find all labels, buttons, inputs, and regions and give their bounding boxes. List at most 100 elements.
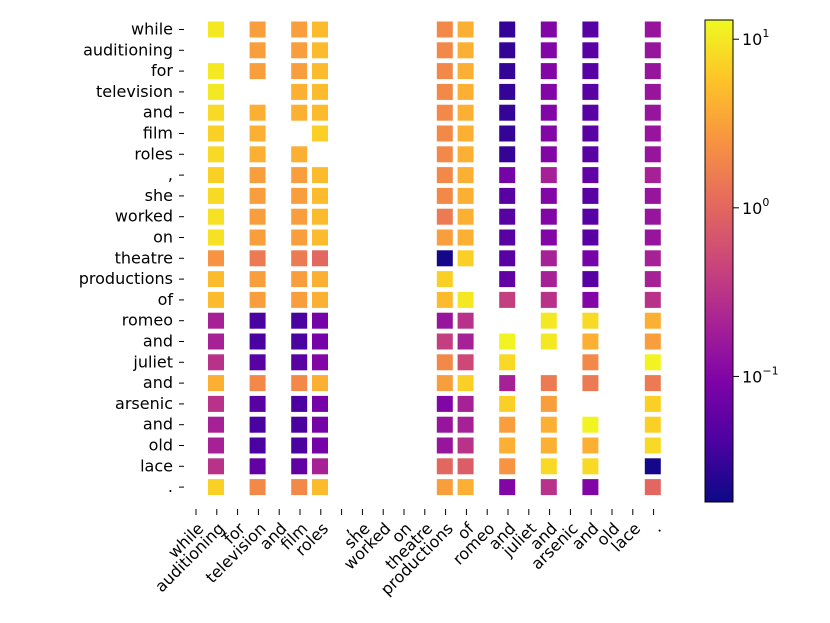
heatmap-cell <box>644 125 661 142</box>
heatmap-cell <box>436 83 453 100</box>
heatmap-cell <box>249 479 266 496</box>
heatmap-cell <box>208 437 224 454</box>
heatmap-cell <box>312 63 328 80</box>
y-tick-label: she <box>145 186 173 205</box>
heatmap-cell <box>644 437 661 454</box>
heatmap-cell <box>436 333 453 350</box>
heatmap-cell <box>499 63 516 80</box>
y-tick-label: and <box>143 103 173 122</box>
heatmap-cell <box>644 146 661 163</box>
heatmap-cell <box>644 479 661 496</box>
heatmap-cell <box>644 291 661 308</box>
heatmap-cell <box>249 458 266 475</box>
heatmap-cell <box>644 395 661 412</box>
heatmap-cell <box>457 229 474 246</box>
heatmap-cell <box>291 375 308 392</box>
heatmap-cell <box>291 208 308 225</box>
heatmap-cell <box>457 104 474 121</box>
heatmap-cell <box>540 21 557 38</box>
heatmap-cell <box>457 125 474 142</box>
y-tick-label: of <box>158 290 174 309</box>
heatmap-cell <box>312 395 328 412</box>
y-tick-label: theatre <box>115 248 173 267</box>
heatmap-cell <box>208 83 224 100</box>
heatmap-cell <box>436 312 453 329</box>
heatmap-cell <box>644 271 661 288</box>
heatmap-cell <box>208 167 224 184</box>
heatmap-cell <box>499 187 516 204</box>
heatmap-cell <box>499 21 516 38</box>
y-tick-label: auditioning <box>83 40 173 59</box>
heatmap-cell <box>436 125 453 142</box>
y-tick-label: and <box>143 332 173 351</box>
heatmap-cell <box>457 208 474 225</box>
heatmap-cell <box>457 167 474 184</box>
heatmap-cell <box>291 312 308 329</box>
heatmap-cell <box>436 42 453 59</box>
heatmap-cell <box>208 21 224 38</box>
heatmap-cell <box>249 312 266 329</box>
heatmap-cell <box>582 479 599 496</box>
heatmap-cell <box>208 250 224 267</box>
y-tick-label: . <box>168 477 173 496</box>
heatmap-cell <box>208 104 224 121</box>
heatmap-cell <box>312 437 328 454</box>
heatmap-cell <box>291 146 308 163</box>
heatmap-cell <box>249 416 266 433</box>
heatmap-cell <box>249 375 266 392</box>
heatmap-cell <box>499 83 516 100</box>
heatmap-cell <box>249 42 266 59</box>
y-tick-label: romeo <box>122 311 173 330</box>
heatmap-cell <box>291 354 308 371</box>
heatmap-cell <box>436 458 453 475</box>
heatmap-cell <box>457 63 474 80</box>
heatmap-cell <box>540 291 557 308</box>
heatmap-cell <box>582 229 599 246</box>
heatmap-cell <box>208 187 224 204</box>
heatmap-cell <box>436 437 453 454</box>
heatmap-cell <box>457 437 474 454</box>
heatmap-cell <box>499 479 516 496</box>
heatmap-cell <box>249 21 266 38</box>
heatmap-cell <box>312 354 328 371</box>
y-tick-label: and <box>143 373 173 392</box>
heatmap-cell <box>436 63 453 80</box>
heatmap-cell <box>208 375 224 392</box>
heatmap-cell <box>208 312 224 329</box>
heatmap-cell <box>499 125 516 142</box>
heatmap-cell <box>644 250 661 267</box>
heatmap-cell <box>291 416 308 433</box>
y-tick-label: television <box>96 82 173 101</box>
heatmap-cell <box>291 167 308 184</box>
heatmap-cell <box>312 333 328 350</box>
heatmap-cell <box>499 437 516 454</box>
heatmap-cell <box>249 187 266 204</box>
heatmap-cell <box>644 83 661 100</box>
heatmap-cell <box>582 146 599 163</box>
heatmap-cell <box>208 291 224 308</box>
heatmap-cell <box>436 250 453 267</box>
heatmap-cell <box>291 458 308 475</box>
heatmap-cell <box>540 375 557 392</box>
heatmap-cell <box>582 167 599 184</box>
heatmap-cell <box>312 83 328 100</box>
heatmap-cell <box>436 167 453 184</box>
heatmap-cell <box>208 229 224 246</box>
heatmap-cell <box>436 291 453 308</box>
y-tick-label: , <box>168 165 173 184</box>
heatmap-cell <box>582 208 599 225</box>
heatmap-cell <box>540 42 557 59</box>
heatmap-cell <box>249 437 266 454</box>
y-tick-label: arsenic <box>115 394 173 413</box>
heatmap-cell <box>644 312 661 329</box>
heatmap-cell <box>499 208 516 225</box>
x-axis-tick-labels: whileauditioningfortelevisionandfilmrole… <box>151 519 665 599</box>
heatmap-cell <box>644 167 661 184</box>
heatmap-cell <box>644 458 661 475</box>
heatmap-cell <box>540 208 557 225</box>
heatmap-cell <box>540 395 557 412</box>
heatmap-cell <box>312 458 328 475</box>
heatmap-cell <box>208 416 224 433</box>
heatmap-cell <box>208 458 224 475</box>
heatmap-cell <box>436 375 453 392</box>
